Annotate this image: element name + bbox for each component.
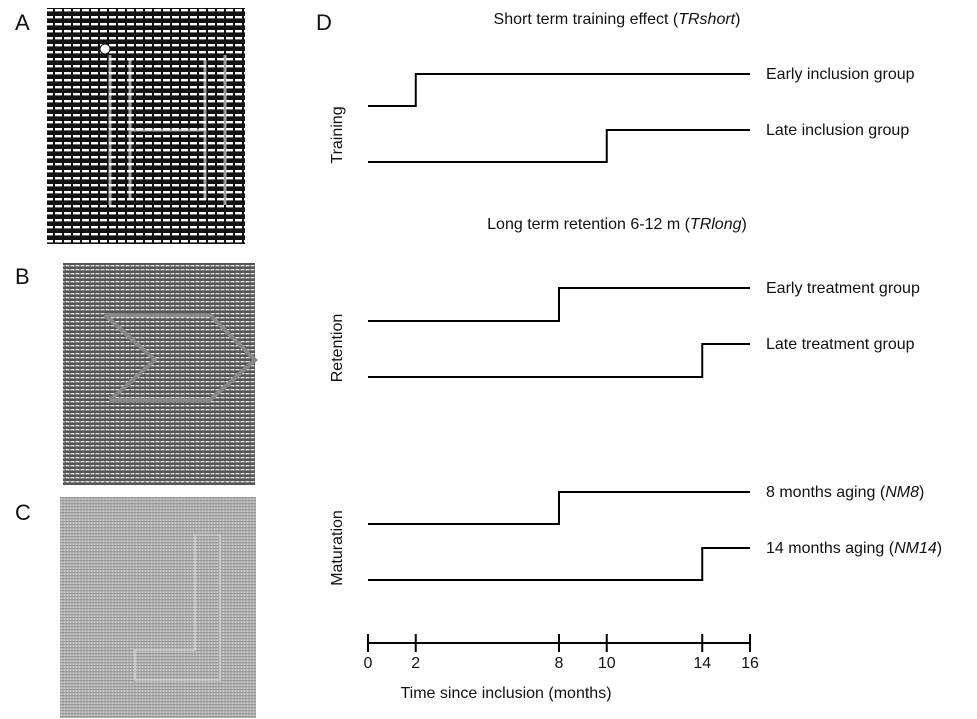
x-tick-label: 2 (411, 655, 420, 672)
x-tick-label: 10 (598, 655, 616, 672)
step-line (368, 287, 750, 322)
section-heading-part: Long term retention 6-12 m ( (487, 216, 690, 233)
group-label-part: ) (919, 484, 924, 501)
panel-c-image (60, 497, 256, 718)
group-label-part: NM14 (894, 540, 937, 557)
step-line (368, 491, 750, 525)
section-heading-part: ) (742, 216, 747, 233)
group-label: Late inclusion group (766, 122, 909, 139)
group-label-part: 8 months aging ( (766, 484, 886, 501)
step-line (368, 129, 750, 163)
section-heading-part: Short term training effect ( (494, 11, 679, 28)
panel-label: C (15, 500, 31, 525)
step-line (368, 73, 750, 107)
group-label-part: Late treatment group (766, 336, 915, 353)
group-label: 8 months aging (NM8) (766, 484, 924, 501)
group-label: 14 months aging (NM14) (766, 540, 942, 557)
section-ylabel: Retention (329, 314, 346, 383)
panel-a-image (47, 8, 245, 244)
group-label-part: NM8 (885, 484, 919, 501)
step-line (368, 343, 750, 378)
group-label-part: Late inclusion group (766, 122, 909, 139)
section-ylabel: Maturation (329, 510, 346, 586)
group-label-part: Early inclusion group (766, 66, 915, 83)
section-heading-part: TRshort (678, 11, 735, 28)
panel-label: A (15, 10, 30, 35)
group-label-part: 14 months aging ( (766, 540, 895, 557)
x-tick-label: 8 (555, 655, 564, 672)
section-heading-part: TRlong (690, 216, 742, 233)
group-label: Late treatment group (766, 336, 915, 353)
x-tick-label: 14 (693, 655, 711, 672)
section-ylabel: Training (329, 106, 346, 163)
panel-label: B (15, 264, 30, 289)
panel-label: D (316, 10, 332, 35)
step-line (368, 547, 750, 581)
x-axis-label: Time since inclusion (months) (400, 685, 611, 702)
x-tick-label: 0 (364, 655, 373, 672)
section-heading: Long term retention 6-12 m (TRlong) (487, 216, 747, 233)
panel-b-image (63, 263, 258, 485)
group-label-part: ) (937, 540, 942, 557)
x-tick-label: 16 (741, 655, 759, 672)
group-label: Early inclusion group (766, 66, 915, 83)
section-heading-part: ) (735, 11, 740, 28)
section-heading: Short term training effect (TRshort) (494, 11, 741, 28)
group-label-part: Early treatment group (766, 280, 920, 297)
group-label: Early treatment group (766, 280, 920, 297)
